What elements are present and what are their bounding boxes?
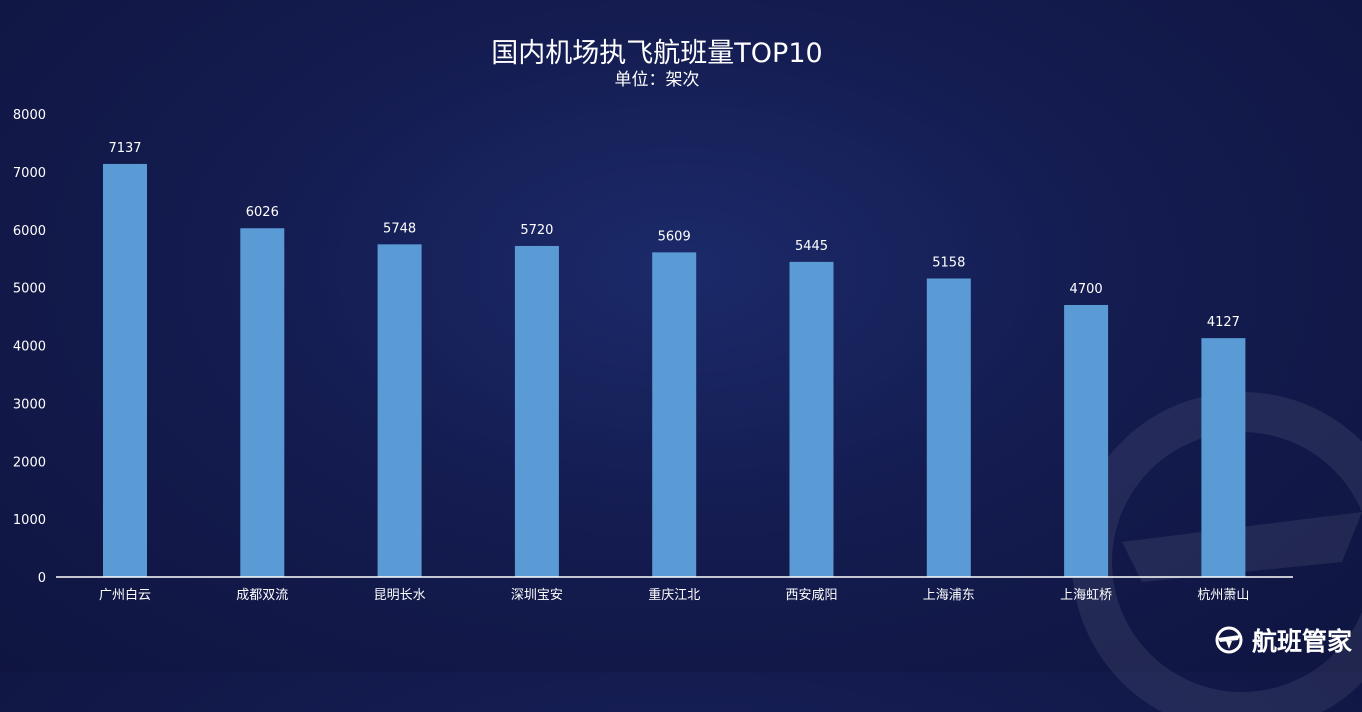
y-tick-label: 6000: [13, 224, 46, 239]
chart-title: 国内机场执飞航班量TOP10: [491, 38, 822, 69]
watermark: 航班管家: [1214, 622, 1352, 658]
x-tick-label: 广州白云: [99, 587, 151, 603]
data-label: 5720: [520, 223, 553, 238]
y-axis: 0 1000 2000 3000 4000 5000 6000 7000 8000: [13, 108, 46, 586]
bar: [652, 252, 697, 577]
bar: [514, 245, 559, 577]
x-tick-label: 成都双流: [236, 588, 288, 603]
data-label: 4700: [1070, 282, 1103, 297]
bar: [789, 261, 834, 577]
bar: [926, 278, 971, 577]
y-tick-label: 4000: [13, 340, 46, 355]
y-tick-label: 3000: [13, 397, 46, 412]
data-label: 5748: [383, 221, 416, 236]
data-label: 4127: [1207, 315, 1240, 330]
chart-subtitle: 单位：架次: [615, 70, 700, 90]
y-tick-label: 7000: [13, 166, 46, 181]
watermark-text: 航班管家: [1251, 627, 1352, 656]
x-tick-label: 重庆江北: [648, 587, 700, 603]
y-tick-label: 1000: [13, 513, 46, 528]
x-tick-label: 上海虹桥: [1060, 588, 1112, 603]
data-label: 6026: [246, 205, 279, 220]
x-tick-label: 深圳宝安: [511, 588, 563, 603]
data-label: 5609: [658, 229, 691, 244]
x-tick-label: 昆明长水: [374, 588, 426, 603]
airplane-logo-icon: [1215, 626, 1243, 654]
y-tick-label: 0: [38, 571, 46, 586]
bar: [1201, 338, 1246, 577]
x-tick-label: 上海浦东: [923, 588, 975, 603]
x-axis: 广州白云 成都双流 昆明长水 深圳宝安 重庆江北 西安咸阳 上海浦东 上海虹桥 杭州萧山: [99, 587, 1249, 603]
data-label: 5445: [795, 239, 828, 254]
bar: [103, 163, 147, 578]
bar-chart: 国内机场执飞航班量TOP10 单位：架次 0 1000 2000 3000 4000 50…: [13, 38, 1249, 603]
x-tick-label: 杭州萧山: [1197, 588, 1249, 603]
bar: [240, 228, 285, 578]
y-tick-label: 8000: [13, 108, 46, 123]
y-tick-label: 5000: [13, 282, 46, 297]
bar: [1064, 304, 1109, 577]
bar: [377, 244, 422, 577]
bars-group: 7137 6026 5748 5720 5609 5445 5158 4700 4127: [103, 141, 1246, 578]
y-tick-label: 2000: [13, 455, 46, 470]
data-label: 5158: [932, 255, 965, 270]
data-label: 7137: [108, 141, 141, 156]
x-tick-label: 西安咸阳: [785, 588, 837, 603]
